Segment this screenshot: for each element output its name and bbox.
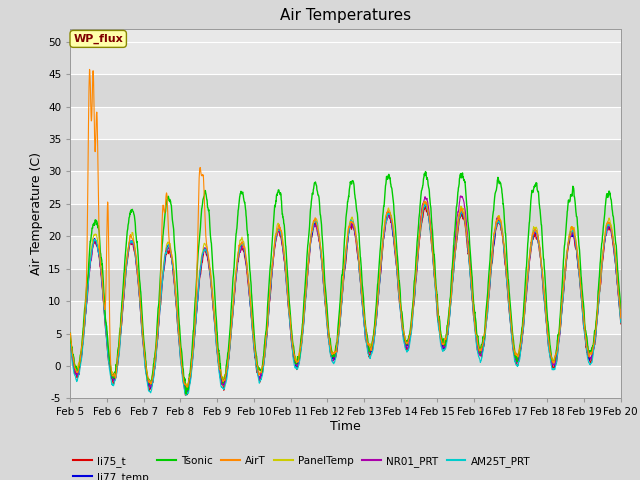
Bar — [70, 204, 621, 236]
Bar — [70, 301, 621, 334]
Bar — [70, 139, 621, 171]
Text: WP_flux: WP_flux — [74, 34, 123, 44]
Bar — [70, 107, 621, 139]
Bar — [70, 366, 621, 398]
Bar — [70, 334, 621, 366]
Legend: li75_t, li77_temp, Tsonic, AirT, PanelTemp, NR01_PRT, AM25T_PRT: li75_t, li77_temp, Tsonic, AirT, PanelTe… — [69, 452, 534, 480]
Bar — [70, 269, 621, 301]
X-axis label: Time: Time — [330, 420, 361, 433]
Bar — [70, 42, 621, 74]
Y-axis label: Air Temperature (C): Air Temperature (C) — [29, 152, 43, 275]
Bar — [70, 171, 621, 204]
Bar — [70, 236, 621, 269]
Title: Air Temperatures: Air Temperatures — [280, 9, 411, 24]
Bar — [70, 74, 621, 107]
